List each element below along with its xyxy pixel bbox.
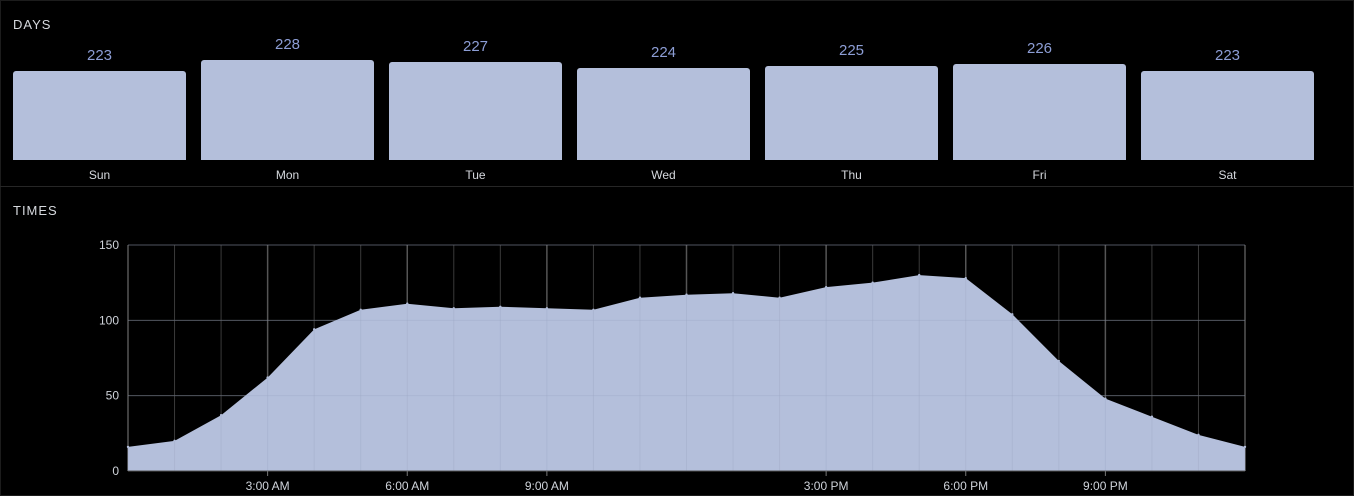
day-value-label: 223 <box>86 46 113 64</box>
day-category-label: Tue <box>465 168 486 182</box>
day-column-thu: 225 Thu <box>765 0 938 186</box>
x-tick-label: 6:00 AM <box>385 479 429 493</box>
times-data-point[interactable] <box>1057 359 1061 363</box>
x-tick-label: 6:00 PM <box>943 479 988 493</box>
times-data-point[interactable] <box>871 281 874 284</box>
day-value-label: 223 <box>1214 46 1241 64</box>
x-tick-label: 9:00 AM <box>525 479 569 493</box>
y-tick-label: 50 <box>106 389 120 403</box>
times-data-point[interactable] <box>731 292 735 295</box>
x-tick-label: 3:00 AM <box>246 479 290 493</box>
day-column-sun: 223 Sun <box>13 0 186 186</box>
times-data-point[interactable] <box>824 285 828 289</box>
day-category-label: Mon <box>275 168 300 182</box>
times-data-point[interactable] <box>685 293 688 296</box>
times-data-point[interactable] <box>638 296 642 299</box>
times-data-point[interactable] <box>918 273 921 277</box>
times-data-point[interactable] <box>964 276 967 280</box>
x-tick-label: 9:00 PM <box>1083 479 1128 493</box>
day-bar[interactable] <box>577 68 750 160</box>
day-bar[interactable] <box>1141 70 1314 160</box>
day-value-label: 227 <box>462 38 489 56</box>
day-bar[interactable] <box>953 64 1126 160</box>
times-data-point[interactable] <box>173 439 176 443</box>
x-tick-label: 3:00 PM <box>804 479 849 493</box>
times-data-point[interactable] <box>126 445 130 449</box>
times-data-point[interactable] <box>406 302 409 305</box>
times-data-point[interactable] <box>359 308 362 311</box>
times-data-point[interactable] <box>219 414 223 417</box>
day-column-wed: 224 Wed <box>577 0 750 186</box>
day-column-fri: 226 Fri <box>953 0 1126 186</box>
times-area-series[interactable] <box>128 275 1245 471</box>
times-data-point[interactable] <box>499 305 502 308</box>
y-tick-label: 150 <box>99 238 119 252</box>
section-divider <box>0 186 1354 187</box>
times-data-point[interactable] <box>592 308 595 311</box>
day-column-mon: 228 Mon <box>201 0 374 186</box>
times-data-point[interactable] <box>312 328 316 331</box>
day-value-label: 225 <box>838 42 865 60</box>
day-category-label: Sat <box>1218 168 1237 182</box>
y-tick-label: 0 <box>112 464 119 478</box>
day-value-label: 228 <box>274 36 301 53</box>
times-data-point[interactable] <box>1243 445 1247 449</box>
day-column-sat: 223 Sat <box>1141 0 1314 186</box>
times-data-point[interactable] <box>778 296 781 299</box>
times-section-title: TIMES <box>13 203 58 218</box>
day-category-label: Thu <box>841 168 862 182</box>
times-data-point[interactable] <box>266 376 269 379</box>
day-value-label: 226 <box>1026 40 1053 58</box>
times-data-point[interactable] <box>1011 313 1014 316</box>
day-category-label: Sun <box>88 168 111 182</box>
day-bar[interactable] <box>201 60 374 160</box>
times-data-point[interactable] <box>545 307 549 310</box>
day-bar[interactable] <box>389 62 562 160</box>
day-column-tue: 227 Tue <box>389 0 562 186</box>
times-data-point[interactable] <box>1150 415 1154 418</box>
day-value-label: 224 <box>650 44 677 62</box>
day-bar[interactable] <box>765 66 938 160</box>
times-data-point[interactable] <box>452 307 455 310</box>
day-category-label: Fri <box>1032 168 1047 182</box>
y-tick-label: 100 <box>99 313 119 327</box>
day-bar[interactable] <box>13 70 186 160</box>
times-data-point[interactable] <box>1104 397 1107 400</box>
days-section-title: DAYS <box>13 17 52 32</box>
times-data-point[interactable] <box>1197 433 1200 437</box>
day-category-label: Wed <box>651 168 676 182</box>
